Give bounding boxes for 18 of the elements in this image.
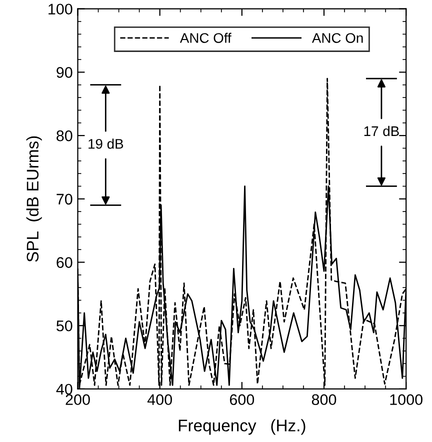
y-tick-label: 80	[56, 130, 72, 142]
y-axis-title: SPL (dB EUrms)	[26, 136, 42, 262]
y-tick-label: 60	[56, 257, 72, 268]
y-tick-label: 90	[56, 67, 72, 78]
y-tick-label: 70	[56, 194, 72, 205]
x-tick-label: 400	[147, 394, 172, 406]
annotation: 19 dB	[88, 138, 124, 149]
y-tick-label: 50	[56, 320, 72, 332]
x-tick-label: 1000	[390, 394, 422, 406]
annotation: 17 dB	[364, 126, 399, 136]
y-tick-label: 100	[48, 4, 72, 15]
legend-label: ANC On	[312, 33, 363, 43]
y-tick-label: 40	[56, 384, 72, 395]
legend-label: ANC Off	[180, 32, 232, 43]
x-axis-title: Frequency (Hz.)	[178, 419, 306, 435]
x-tick-label: 600	[230, 394, 254, 406]
x-tick-label: 800	[312, 394, 336, 406]
x-tick-label: 200	[66, 394, 90, 406]
